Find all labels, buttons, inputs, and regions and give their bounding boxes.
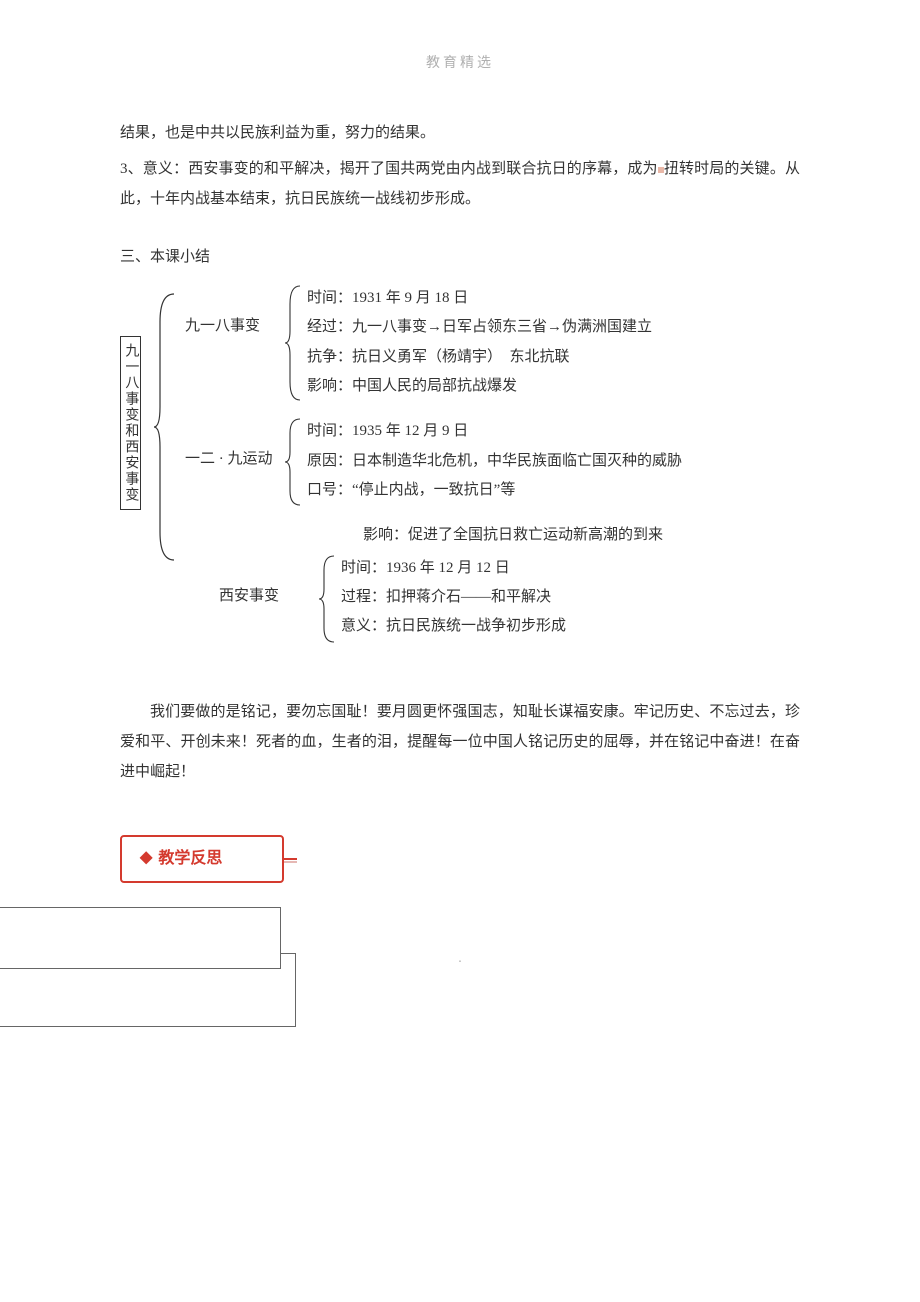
page-header: 教育精选 [120,50,800,78]
b1-l1: 时间：1931 年 9 月 18 日 [307,284,652,313]
footer-dot: . [458,945,462,973]
b2-l1: 时间：1935 年 12 月 9 日 [307,417,682,446]
page: 教育精选 结果，也是中共以民族利益为重，努力的结果。 3、意义：西安事变的和平解… [0,0,920,997]
branch-129: 一二 · 九运动 时间：1935 年 12 月 9 日 原因：日本制造华北危机，… [185,417,800,518]
branch-xian-label: 西安事变 [185,554,319,611]
branch-918-brace [285,284,301,413]
branch-918: 九一八事变 时间：1931 年 9 月 18 日 经过：九一八事变→日军占领东三… [185,284,800,413]
b3-l1: 时间：1936 年 12 月 12 日 [341,554,566,583]
root-brace-icon [154,292,176,562]
root-label-wrap: 九一八事变和西安事变 [120,336,141,510]
callout-tail-icon [283,858,297,860]
callout-row: ◆ 教学反思 [120,835,800,883]
branch-918-label: 九一八事变 [185,284,285,341]
branch-xian-lines: 时间：1936 年 12 月 12 日 过程：扣押蒋介石——和平解决 意义：抗日… [335,554,566,642]
summary-diagram: 九一八事变和西安事变 九一八事变 时间：1931 年 9 月 18 日 经过：九… [120,284,800,655]
branch-xian: 西安事变 时间：1936 年 12 月 12 日 过程：扣押蒋介石——和平解决 … [185,554,800,655]
branch-918-lines: 时间：1931 年 9 月 18 日 经过：九一八事变→日军占领东三省→伪满洲国… [301,284,652,401]
b3-l3: 意义：抗日民族统一战争初步形成 [341,612,566,641]
diamond-icon: ◆ [140,842,152,874]
b1-l2: 经过：九一八事变→日军占领东三省→伪满洲国建立 [307,313,652,342]
b2-l2: 原因：日本制造华北危机，中华民族面临亡国灭种的威胁 [307,447,682,476]
section-3-title: 三、本课小结 [120,242,800,272]
callout-text: 教学反思 [158,850,222,867]
p2-prefix: 3、意义：西安事变的和平解决，揭开了国共两党由内战到联合抗日的序幕，成为 [120,161,658,177]
b1-l3: 抗争：抗日义勇军（杨靖宇） 东北抗联 [307,343,652,372]
callout-box: ◆ 教学反思 [120,835,284,883]
branch-129-extra: 影响：促进了全国抗日救亡运动新高潮的到来 [185,521,800,550]
branch-129-lines: 时间：1935 年 12 月 9 日 原因：日本制造华北危机，中华民族面临亡国灭… [301,417,682,505]
b2-l4: 影响：促进了全国抗日救亡运动新高潮的到来 [307,521,663,550]
p2-em: 扭 [664,161,679,177]
b1-l4: 影响：中国人民的局部抗战爆发 [307,372,652,401]
branch-129-brace [285,417,301,518]
paragraph-result: 结果，也是中共以民族利益为重，努力的结果。 [120,118,800,148]
closing-paragraph: 我们要做的是铭记，要勿忘国耻！要月圆更怀强国志，知耻长谋福安康。牢记历史、不忘过… [120,697,800,787]
branch-129-label: 一二 · 九运动 [185,417,285,474]
b2-l3: 口号：“停止内战，一致抗日”等 [307,476,682,505]
root-label: 九一八事变和西安事变 [120,336,141,510]
b3-l2: 过程：扣押蒋介石——和平解决 [341,583,566,612]
paragraph-significance: 3、意义：西安事变的和平解决，揭开了国共两党由内战到联合抗日的序幕，成为扭转时局… [120,154,800,214]
branch-xian-brace [319,554,335,655]
bottom-box-front [0,907,281,969]
